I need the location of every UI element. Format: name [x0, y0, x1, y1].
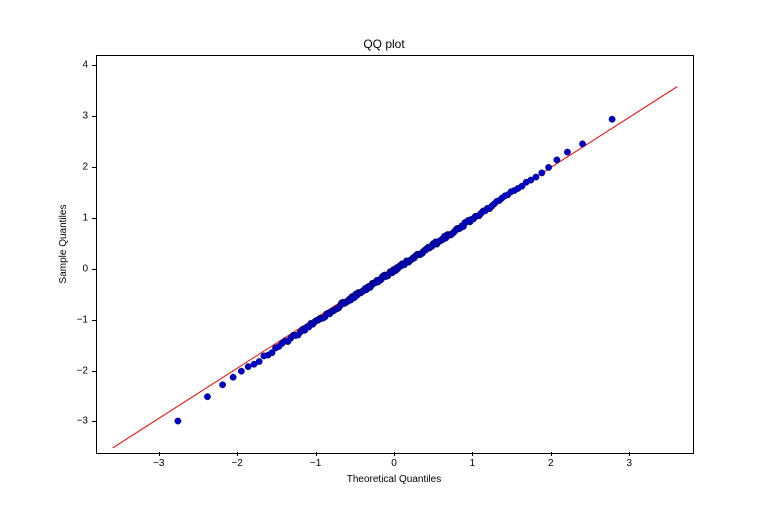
- y-tick-mark: [92, 116, 96, 117]
- x-tick-label: −2: [231, 458, 242, 469]
- scatter-point: [564, 149, 570, 155]
- x-tick-label: −3: [153, 458, 164, 469]
- scatter-point: [533, 174, 539, 180]
- scatter-point: [545, 164, 551, 170]
- x-tick-label: 0: [391, 458, 397, 469]
- scatter-point: [554, 157, 560, 163]
- scatter-point: [238, 368, 244, 374]
- y-tick-label: −3: [68, 416, 88, 427]
- figure: QQ plot Theoretical Quantiles Sample Qua…: [0, 0, 768, 512]
- chart-title: QQ plot: [0, 37, 768, 51]
- x-tick-label: −1: [310, 458, 321, 469]
- y-tick-mark: [92, 320, 96, 321]
- scatter-point: [230, 374, 236, 380]
- y-tick-label: 1: [68, 212, 88, 223]
- scatter-group: [175, 116, 616, 424]
- x-tick-mark: [237, 452, 238, 456]
- scatter-point: [219, 382, 225, 388]
- y-tick-mark: [92, 167, 96, 168]
- scatter-point: [609, 116, 615, 122]
- y-tick-mark: [92, 421, 96, 422]
- scatter-point: [204, 393, 210, 399]
- x-axis-label: Theoretical Quantiles: [96, 474, 692, 485]
- x-tick-mark: [159, 452, 160, 456]
- scatter-point: [256, 358, 262, 364]
- scatter-point: [175, 418, 181, 424]
- y-tick-mark: [92, 218, 96, 219]
- x-tick-mark: [551, 452, 552, 456]
- x-tick-mark: [394, 452, 395, 456]
- y-tick-label: −2: [68, 365, 88, 376]
- y-tick-label: −1: [68, 314, 88, 325]
- scatter-point: [245, 363, 251, 369]
- y-tick-label: 2: [68, 161, 88, 172]
- y-tick-label: 0: [68, 263, 88, 274]
- y-tick-label: 3: [68, 111, 88, 122]
- x-tick-label: 1: [470, 458, 476, 469]
- y-tick-mark: [92, 371, 96, 372]
- y-tick-mark: [92, 269, 96, 270]
- scatter-point: [579, 141, 585, 147]
- x-tick-mark: [316, 452, 317, 456]
- y-axis-label: Sample Quantiles: [58, 184, 69, 304]
- plot-area: [96, 55, 694, 454]
- x-tick-label: 3: [626, 458, 632, 469]
- x-tick-mark: [629, 452, 630, 456]
- scatter-point: [539, 170, 545, 176]
- x-tick-label: 2: [548, 458, 554, 469]
- plot-svg: [97, 56, 693, 453]
- y-tick-label: 4: [68, 60, 88, 71]
- y-tick-mark: [92, 65, 96, 66]
- x-tick-mark: [472, 452, 473, 456]
